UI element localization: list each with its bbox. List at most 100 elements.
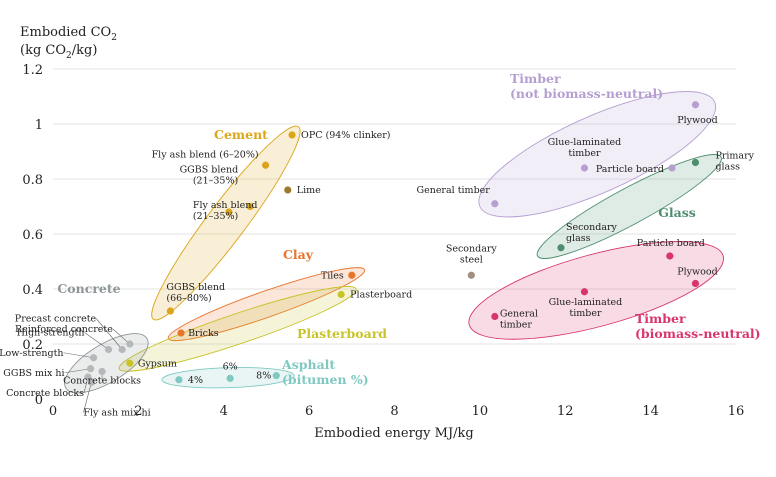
- point-clay: [348, 271, 356, 279]
- point-timber-not-biomass-neutral: [580, 164, 589, 172]
- x-tick-label: 12: [557, 404, 574, 419]
- leader-line: [95, 318, 123, 350]
- point-label: 8%: [256, 371, 271, 382]
- y-tick-label: 0.8: [22, 173, 43, 188]
- envelope-timber-biomass-neutral: [468, 241, 724, 340]
- point-label: Particle board: [637, 238, 705, 249]
- group-envelopes: [64, 91, 724, 394]
- group-labels: Cement Clay Plasterboard Concrete Asphalt (bi…: [57, 71, 760, 387]
- x-tick-label: 0: [49, 404, 57, 419]
- point-label: GGBS mix hi: [3, 368, 64, 379]
- point-label: Lime: [297, 185, 321, 196]
- point-label: GGBS blend (66–80%): [166, 282, 225, 304]
- point-label: Reinforced concrete: [15, 324, 113, 335]
- point-label: Fly ash mix hi: [83, 408, 150, 419]
- leader-line: [63, 352, 94, 359]
- point-label: Low-strength: [0, 348, 64, 359]
- envelope-cement: [151, 125, 301, 321]
- point-cement: [246, 202, 254, 211]
- point-label: Glue-laminated timber: [548, 137, 622, 159]
- point-plasterboard: [126, 359, 134, 367]
- point-concrete: [118, 345, 126, 354]
- point-asphalt-bitumen: [226, 374, 234, 382]
- point-label: Bricks: [188, 328, 219, 339]
- y-tick-label: 0: [35, 393, 43, 408]
- point-label: Particle board: [596, 164, 664, 175]
- point-label: Precast concrete: [15, 314, 97, 325]
- point-label: High-strength: [17, 328, 85, 339]
- x-tick-label: 10: [472, 404, 489, 419]
- y-tick-label: 0.4: [22, 283, 43, 298]
- point-concrete: [98, 367, 106, 376]
- point-label: Concrete blocks: [63, 376, 141, 387]
- point-timber-biomass-neutral: [691, 279, 700, 288]
- point-label: Glue-laminated timber: [549, 297, 623, 319]
- axis-ticks: 0 0.2 0.4 0.6 0.8 1 1.2 0 2 4 6 8 10 12 14 16: [22, 63, 744, 419]
- point-timber-biomass-neutral: [580, 288, 589, 296]
- point-label: OPC (94% clinker): [301, 130, 390, 141]
- point-timber-not-biomass-neutral: [691, 101, 700, 109]
- point-plasterboard: [337, 290, 345, 299]
- y-axis-title-line2: (kg CO2/kg): [20, 43, 97, 61]
- point-timber-not-biomass-neutral: [491, 200, 499, 208]
- leader-line: [84, 332, 109, 350]
- point-cement: [288, 131, 296, 139]
- point-label: General timber: [416, 185, 490, 196]
- point-label: Secondary glass: [566, 222, 618, 244]
- point-label: GGBS blend (21–35%): [180, 165, 239, 187]
- point-glass: [691, 158, 700, 167]
- point-label: 6%: [223, 361, 238, 372]
- point-concrete: [84, 373, 92, 381]
- x-tick-label: 14: [642, 404, 659, 419]
- leader-line: [83, 382, 92, 413]
- point-clay: [177, 329, 185, 337]
- group-label-timber-biomass-neutral: Timber (biomass-neutral): [635, 311, 761, 341]
- y-tick-label: 1.2: [22, 63, 43, 78]
- point-label: Primary glass: [715, 151, 754, 173]
- grid-lines: [53, 68, 736, 345]
- point-asphalt-bitumen: [175, 376, 183, 384]
- group-label-cement: Cement: [214, 127, 268, 142]
- point-label: Fly ash blend (21–35%): [193, 200, 258, 222]
- group-label-glass: Glass: [658, 205, 696, 220]
- x-tick-label: 8: [390, 404, 398, 419]
- x-tick-label: 16: [728, 404, 745, 419]
- point-label: Fly ash blend (6–20%): [152, 149, 259, 160]
- point-cement: [284, 186, 292, 194]
- point-cement: [261, 161, 270, 169]
- point-label: Plywood: [677, 267, 717, 278]
- envelope-plasterboard: [118, 286, 357, 372]
- point-steel: [467, 271, 475, 279]
- point-label: Gypsum: [138, 358, 177, 369]
- point-concrete: [104, 345, 113, 354]
- point-concrete: [126, 340, 134, 348]
- group-label-timber-not-biomass-neutral: Timber (not biomass-neutral): [510, 71, 663, 101]
- point-label: 4%: [188, 375, 203, 386]
- point-concrete: [86, 365, 95, 373]
- point-label: Concrete blocks: [6, 388, 84, 399]
- point-glass: [557, 244, 565, 252]
- point-cement: [166, 307, 174, 315]
- leader-line: [64, 368, 91, 374]
- point-timber-biomass-neutral: [666, 252, 674, 260]
- group-label-plasterboard: Plasterboard: [297, 326, 387, 341]
- y-tick-label: 0.6: [22, 228, 43, 243]
- point-timber-not-biomass-neutral: [668, 164, 676, 172]
- group-label-concrete: Concrete: [57, 281, 120, 296]
- y-tick-label: 0.2: [22, 338, 43, 353]
- x-tick-label: 4: [220, 404, 228, 419]
- envelope-glass: [536, 154, 722, 259]
- envelope-timber-not-biomass-neutral: [478, 91, 717, 218]
- y-tick-label: 1: [35, 118, 43, 133]
- point-label: Plasterboard: [350, 290, 412, 301]
- leader-line: [112, 328, 131, 345]
- group-label-clay: Clay: [283, 247, 314, 262]
- group-label-asphalt-bitumen: Asphalt (bitumen %): [281, 357, 369, 387]
- point-concrete: [87, 378, 96, 387]
- point-labels: OPC (94% clinker) Fly ash blend (6–20%) GG…: [0, 115, 755, 419]
- point-timber-biomass-neutral: [491, 312, 499, 321]
- x-tick-label: 2: [134, 404, 142, 419]
- point-label: Tiles: [321, 270, 344, 281]
- point-cement: [225, 208, 233, 216]
